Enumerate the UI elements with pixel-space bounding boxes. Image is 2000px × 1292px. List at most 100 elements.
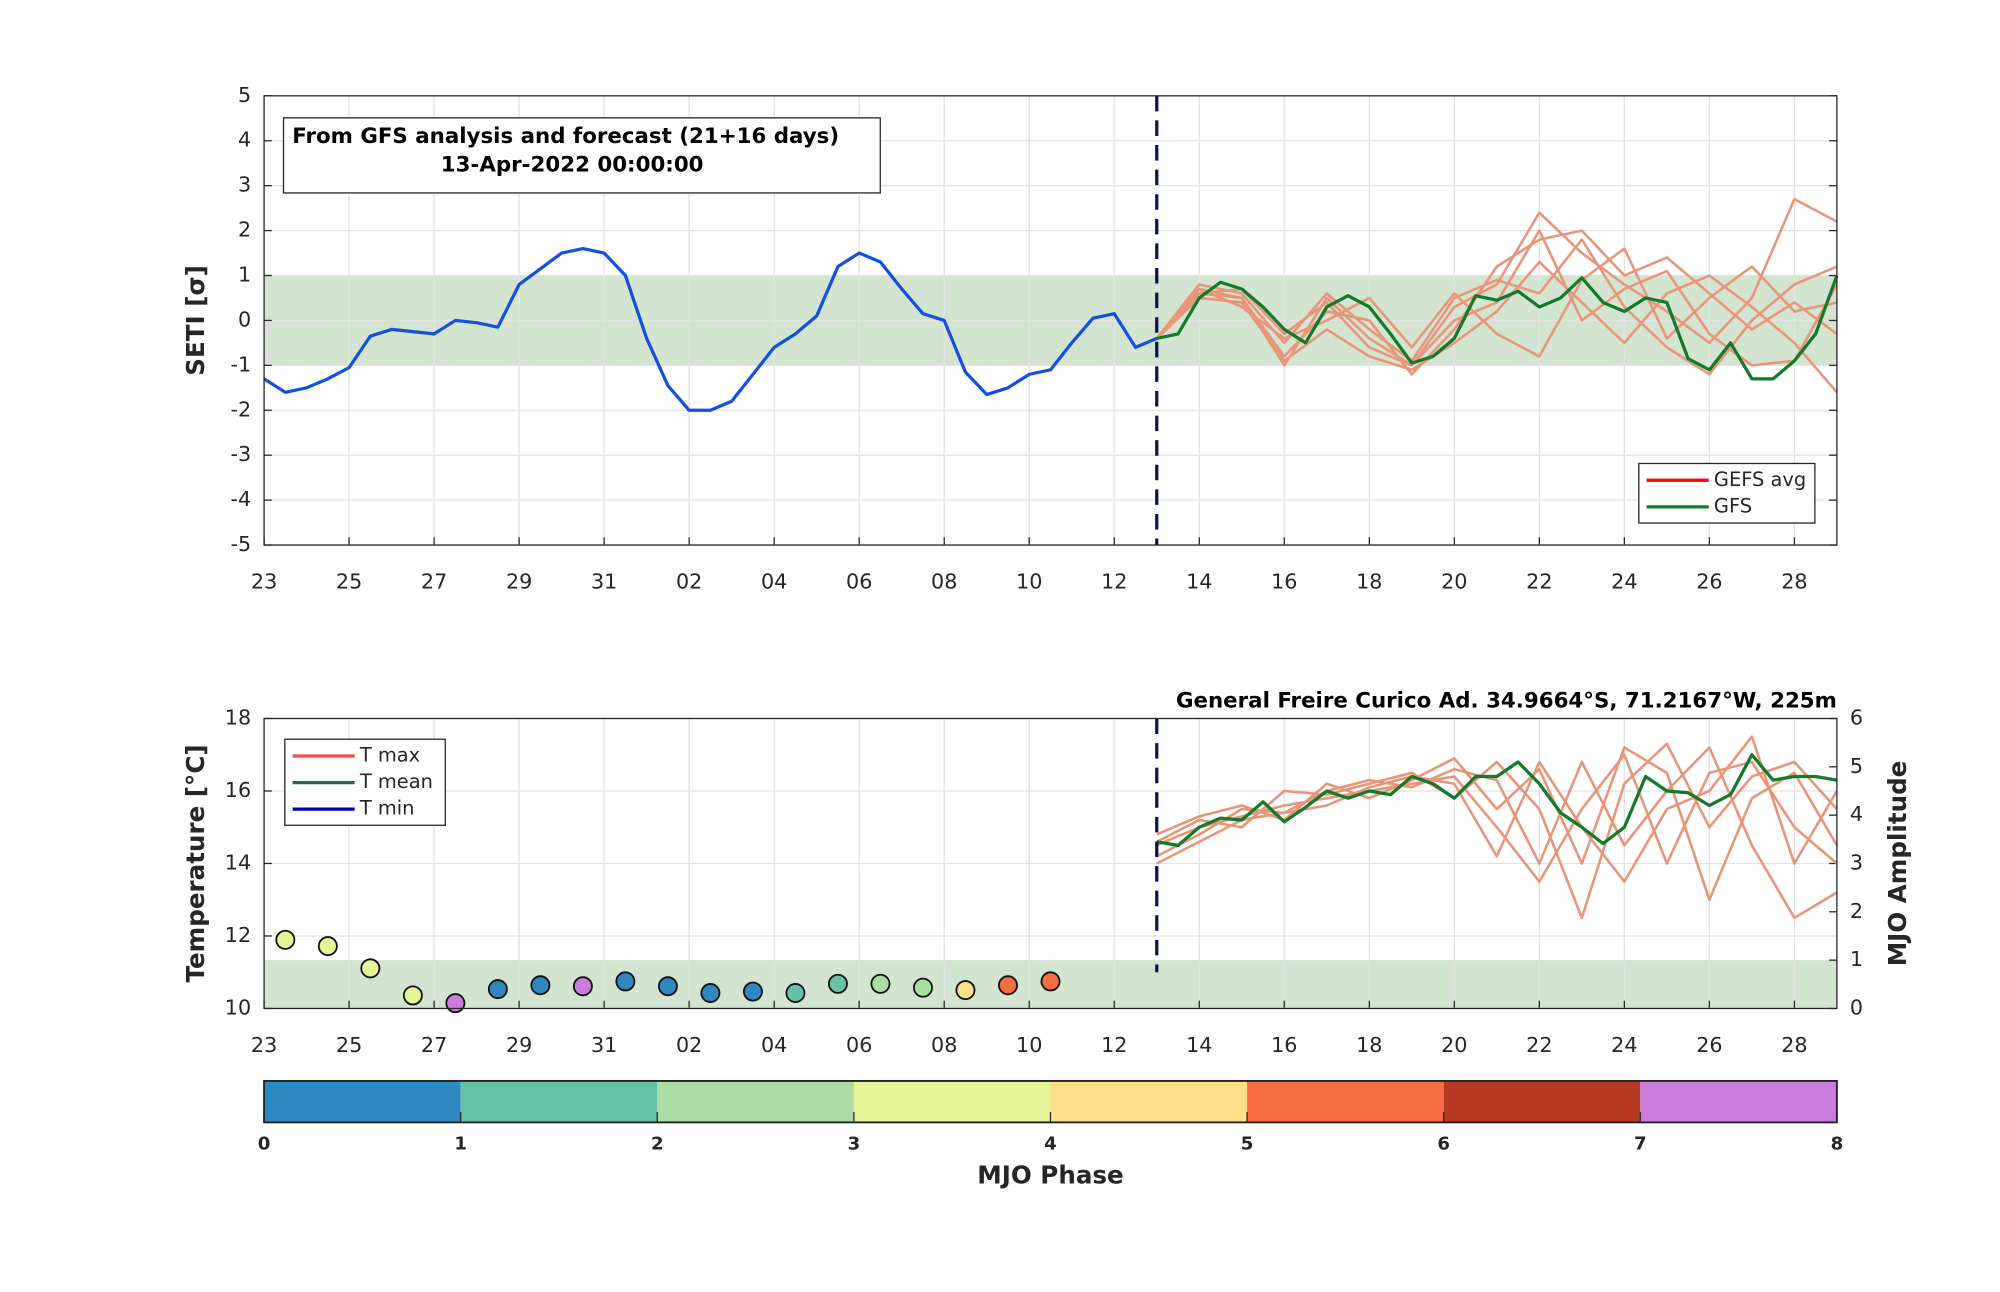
x-tick-label: 08 [931, 570, 957, 594]
x-tick-label: 12 [1101, 570, 1127, 594]
colorbar-tick-label: 6 [1437, 1133, 1450, 1154]
mjo-point [870, 973, 891, 994]
y-tick-label: -1 [230, 352, 251, 376]
y2-tick-label: 2 [1850, 899, 1863, 923]
x-tick-label: 23 [251, 1033, 277, 1057]
y-tick-label: -4 [230, 487, 251, 511]
x-tick-label: 28 [1781, 570, 1807, 594]
mjo-point [742, 981, 763, 1002]
x-tick-label: 06 [846, 570, 872, 594]
y-tick-label: 12 [225, 923, 251, 947]
mjo-point [700, 983, 721, 1003]
x-tick-label: 10 [1016, 570, 1042, 594]
mjo-point [530, 975, 551, 996]
y-tick-label: 1 [238, 263, 251, 287]
x-tick-label: 18 [1356, 1033, 1382, 1057]
ensemble-member [1155, 229, 1838, 376]
x-tick-label: 25 [336, 1033, 362, 1057]
y2-axis-label: MJO Amplitude [1883, 761, 1912, 967]
series-line [1156, 753, 1838, 847]
colorbar-segment [1640, 1080, 1837, 1123]
x-tick-label: 02 [676, 1033, 702, 1057]
x-tick-label: 29 [506, 1033, 532, 1057]
x-tick-label: 26 [1696, 570, 1722, 594]
colorbar-label: MJO Phase [977, 1161, 1123, 1190]
x-tick-label: 28 [1781, 1033, 1807, 1057]
mjo-point [445, 993, 466, 1014]
y-tick-label: -2 [230, 397, 251, 421]
annotation-text: From GFS analysis and forecast (21+16 da… [292, 124, 839, 149]
mjo-point [572, 976, 593, 997]
x-tick-label: 16 [1271, 1033, 1297, 1057]
x-tick-label: 02 [676, 570, 702, 594]
legend-label: GEFS avg [1714, 468, 1806, 491]
x-tick-label: 04 [761, 1033, 787, 1057]
x-tick-label: 16 [1271, 570, 1297, 594]
colorbar-segment [1050, 1080, 1248, 1123]
series-line [1156, 274, 1839, 381]
legend-label: T mean [359, 770, 433, 793]
colorbar-segment [264, 1080, 461, 1123]
x-tick-label: 31 [591, 1033, 617, 1057]
colorbar-segment [1247, 1080, 1444, 1123]
x-tick-label: 29 [506, 570, 532, 594]
y-tick-label: 4 [238, 128, 251, 152]
colorbar-segment [853, 1080, 1051, 1123]
series-line [263, 246, 1158, 412]
y-tick-label: 16 [225, 778, 251, 802]
colorbar-tick-label: 4 [1044, 1133, 1057, 1154]
colorbar-tick-label: 3 [848, 1133, 861, 1154]
mjo-point [402, 985, 423, 1006]
ensemble-member [1155, 229, 1839, 367]
colorbar-tick-label: 2 [651, 1133, 664, 1154]
y-axis-label: Temperature [°C] [181, 744, 210, 982]
ensemble-member [1155, 197, 1838, 367]
colorbar-segment [657, 1080, 854, 1123]
x-tick-label: 14 [1186, 1033, 1212, 1057]
y-tick-label: 10 [225, 995, 251, 1019]
y2-tick-label: 1 [1850, 947, 1863, 971]
y2-tick-label: 6 [1850, 705, 1863, 729]
mjo-point [998, 975, 1018, 996]
ensemble-member [1156, 742, 1838, 920]
y-axis-label: SETI [σ] [181, 265, 210, 376]
legend-label: T min [359, 797, 415, 820]
colorbar-tick-label: 7 [1634, 1133, 1647, 1154]
colorbar-segment [1443, 1080, 1641, 1123]
y-tick-label: 0 [238, 307, 251, 331]
mjo-point [1040, 971, 1061, 992]
x-tick-label: 20 [1441, 1033, 1467, 1057]
mjo-point [955, 980, 976, 1001]
x-tick-label: 26 [1696, 1033, 1722, 1057]
y-tick-label: -5 [230, 532, 251, 556]
x-tick-label: 22 [1526, 570, 1552, 594]
legend-label: GFS [1714, 494, 1752, 517]
y-tick-label: 5 [238, 83, 251, 107]
x-tick-label: 27 [421, 1033, 447, 1057]
ensemble-member [1156, 746, 1839, 902]
x-tick-label: 14 [1186, 570, 1212, 594]
x-tick-label: 25 [336, 570, 362, 594]
x-tick-label: 18 [1356, 570, 1382, 594]
mjo-point [827, 973, 848, 994]
x-tick-label: 22 [1526, 1033, 1552, 1057]
legend-label: T max [359, 744, 420, 767]
y2-tick-label: 0 [1850, 995, 1863, 1019]
x-tick-label: 04 [761, 570, 787, 594]
colorbar-tick-label: 1 [454, 1133, 467, 1154]
y-tick-label: 18 [225, 705, 251, 729]
colorbar-tick-label: 0 [258, 1133, 271, 1154]
colorbar-segment [460, 1080, 658, 1123]
annotation-box [282, 117, 881, 194]
x-tick-label: 08 [931, 1033, 957, 1057]
colorbar-tick-label: 5 [1241, 1133, 1254, 1154]
mjo-point [487, 979, 508, 1000]
y-tick-label: 2 [238, 218, 251, 242]
y2-tick-label: 5 [1850, 754, 1863, 778]
ensemble-member [1156, 746, 1838, 920]
y2-tick-label: 4 [1850, 802, 1863, 826]
annotation-text: 13-Apr-2022 00:00:00 [441, 153, 704, 178]
